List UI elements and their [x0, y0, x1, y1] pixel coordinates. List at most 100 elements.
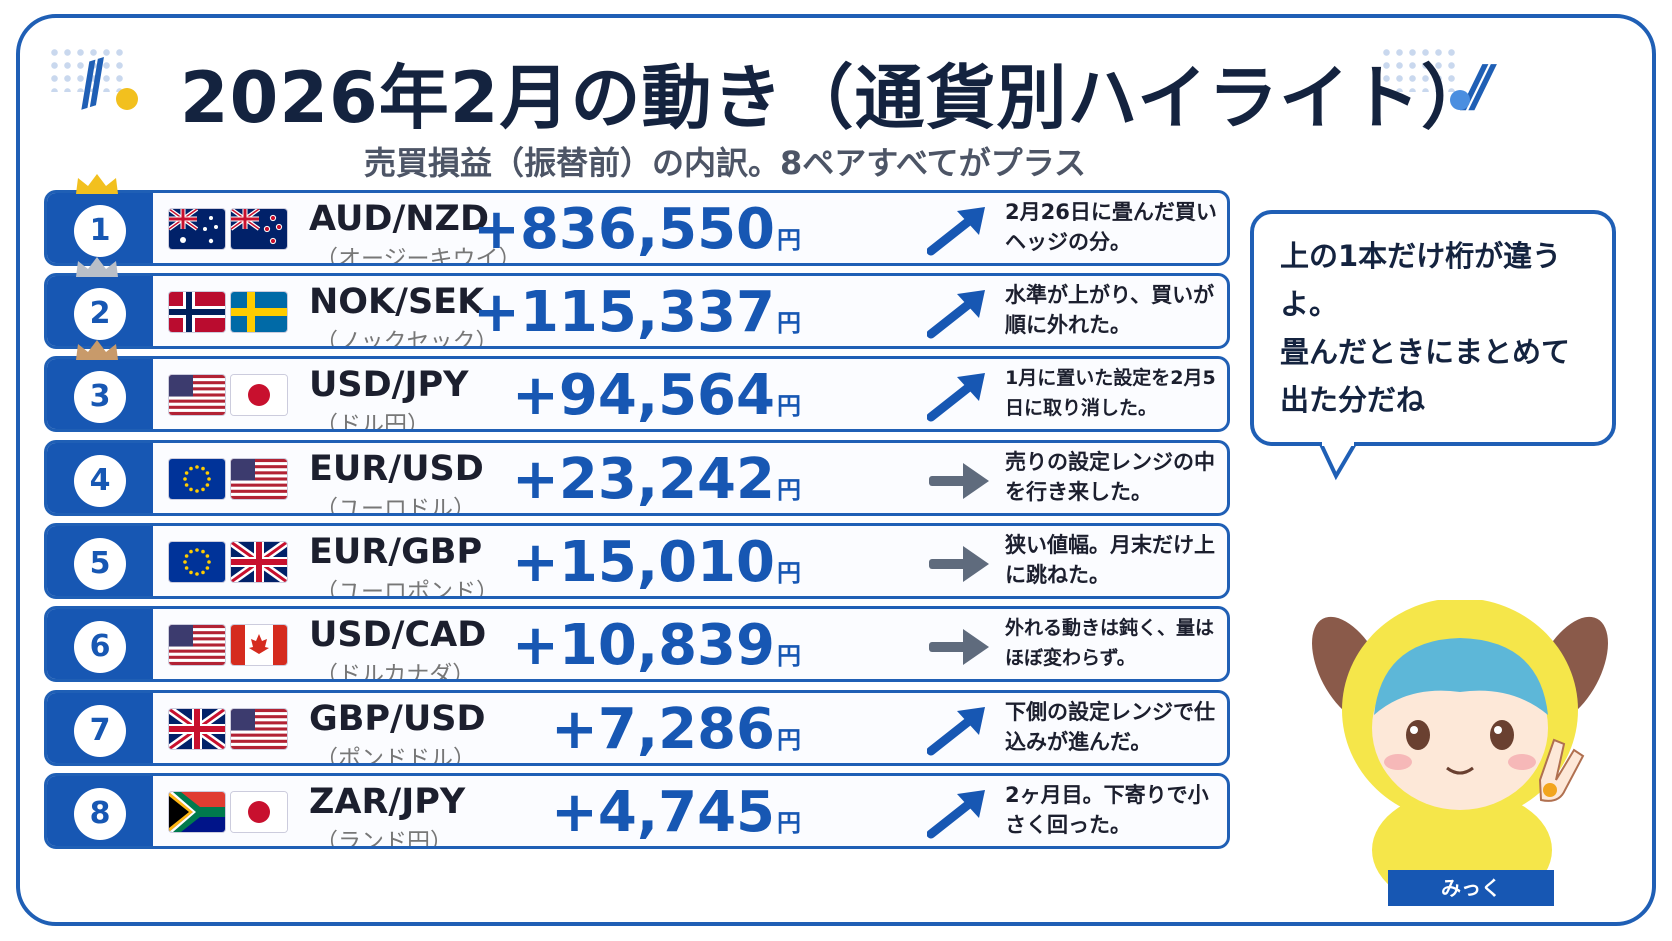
blue-dot-decoration — [1450, 90, 1470, 110]
currency-pair: EUR/GBP — [309, 532, 483, 572]
ranking-card: 1 AUD/NZD （オージーキウイ） +836,550円 2月26日に畳んだ買… — [44, 190, 1230, 266]
ranking-row: 6 USD/CAD （ドルカナダ） +10,839円 外れる動きは鈍く、量はほぼ… — [44, 606, 1230, 682]
flag-eu-icon — [169, 459, 225, 499]
ranking-row: 7 GBP/USD （ポンドドル） +7,286円 下側の設定レンジで仕込みが進… — [44, 690, 1230, 766]
yen-unit: 円 — [777, 309, 801, 337]
profit-amount: +10,839円 — [511, 613, 801, 679]
flag-pair — [169, 625, 287, 665]
yen-unit: 円 — [777, 642, 801, 670]
yen-unit: 円 — [777, 476, 801, 504]
page-title: 2026年2月の動き（通貨別ハイライト） — [179, 57, 1493, 139]
currency-pair: EUR/USD — [309, 449, 484, 489]
row-note: 2ヶ月目。下寄りで小さく回った。 — [1005, 783, 1209, 837]
row-note: 水準が上がり、買いが順に外れた。 — [1005, 283, 1215, 337]
rank-number: 8 — [74, 788, 126, 840]
ranking-card: 3 USD/JPY （ドル円） +94,564円 1月に置いた設定を2月5日に取… — [44, 356, 1230, 432]
speech-bubble: 上の1本だけ桁が違うよ。 畳んだときにまとめて出た分だね — [1250, 210, 1616, 446]
flag-us-icon — [169, 625, 225, 665]
rank-number: 4 — [74, 455, 126, 507]
rank-number: 5 — [74, 538, 126, 590]
profit-value: +7,286 — [550, 697, 775, 762]
rank-number: 1 — [74, 205, 126, 257]
arrow-up-right-icon — [927, 790, 985, 839]
mascot-illustration — [1312, 600, 1608, 900]
arrow-up-right-icon — [927, 373, 985, 422]
row-note: 外れる動きは鈍く、量はほぼ変わらず。 — [1005, 617, 1215, 669]
currency-pair: GBP/USD — [309, 699, 486, 739]
profit-amount: +836,550円 — [473, 197, 801, 263]
profit-value: +836,550 — [473, 197, 775, 262]
ranking-card: 7 GBP/USD （ポンドドル） +7,286円 下側の設定レンジで仕込みが進… — [44, 690, 1230, 766]
row-note: 2月26日に畳んだ買いヘッジの分。 — [1005, 200, 1217, 254]
flag-pair — [169, 459, 287, 499]
currency-pair: NOK/SEK — [309, 282, 485, 322]
yen-unit: 円 — [777, 809, 801, 837]
row-note: 下側の設定レンジで仕込みが進んだ。 — [1005, 700, 1215, 754]
currency-pair-reading: （ドル円） — [315, 412, 430, 432]
flag-no-icon — [169, 292, 225, 332]
flag-pair — [169, 709, 287, 749]
yellow-dot-decoration — [116, 88, 138, 110]
yen-unit: 円 — [777, 559, 801, 587]
page-subtitle: 売買損益（振替前）の内訳。8ペアすべてがプラス — [363, 144, 1087, 182]
profit-amount: +15,010円 — [511, 530, 801, 596]
mascot-name-plate: みっく — [1388, 870, 1554, 906]
ranking-row: 3 USD/JPY （ドル円） +94,564円 1月に置いた設定を2月5日に取… — [44, 340, 1230, 432]
currency-pair-reading: （ランド円） — [315, 829, 453, 849]
profit-value: +4,745 — [550, 780, 775, 845]
dot-pattern-right — [1380, 46, 1460, 92]
currency-pair-reading: （ドルカナダ） — [315, 662, 476, 682]
flag-eu-icon — [169, 542, 225, 582]
currency-pair: USD/JPY — [309, 365, 469, 405]
flag-ca-icon — [231, 625, 287, 665]
currency-pair-reading: （ポンドドル） — [315, 746, 476, 766]
ranking-card: 4 EUR/USD （ユーロドル） +23,242円 売りの設定レンジの中を行き… — [44, 440, 1230, 516]
speech-bubble-tail — [1318, 442, 1358, 481]
profit-amount: +94,564円 — [511, 363, 801, 429]
ranking-row: 8 ZAR/JPY （ランド円） +4,745円 2ヶ月目。下寄りで小さく回った… — [44, 773, 1230, 849]
flag-se-icon — [231, 292, 287, 332]
profit-value: +115,337 — [473, 280, 775, 345]
row-note: 売りの設定レンジの中を行き来した。 — [1005, 450, 1215, 504]
row-note: 狭い値幅。月末だけ上に跳ねた。 — [1005, 533, 1215, 587]
yen-unit: 円 — [777, 226, 801, 254]
ranking-row: 1 AUD/NZD （オージーキウイ） +836,550円 2月26日に畳んだ買… — [44, 174, 1230, 266]
ranking-row: 2 NOK/SEK （ノックセック） +115,337円 水準が上がり、買いが順… — [44, 257, 1230, 349]
currency-pair-reading: （ユーロドル） — [315, 496, 476, 516]
ranking-row: 4 EUR/USD （ユーロドル） +23,242円 売りの設定レンジの中を行き… — [44, 440, 1230, 516]
profit-amount: +115,337円 — [473, 280, 801, 346]
arrow-up-right-icon — [927, 207, 985, 256]
arrow-up-right-icon — [927, 707, 985, 756]
flag-pair — [169, 375, 287, 415]
crown-icon — [76, 257, 118, 277]
ranking-row: 5 EUR/GBP （ユーロポンド） +15,010円 狭い値幅。月末だけ上に跳… — [44, 523, 1230, 599]
currency-pair-reading: （ノックセック） — [315, 329, 499, 349]
profit-amount: +23,242円 — [511, 447, 801, 513]
arrow-right-icon — [929, 546, 989, 582]
currency-pair: AUD/NZD — [309, 199, 489, 239]
profit-value: +15,010 — [511, 530, 775, 595]
flag-au-icon — [169, 209, 225, 249]
profit-value: +94,564 — [511, 363, 775, 428]
rank-number: 7 — [74, 705, 126, 757]
flag-pair — [169, 209, 287, 249]
arrow-right-icon — [929, 629, 989, 665]
profit-value: +23,242 — [511, 447, 775, 512]
profit-amount: +4,745円 — [550, 780, 801, 846]
rank-number: 2 — [74, 288, 126, 340]
arrow-up-right-icon — [927, 290, 985, 339]
currency-pair-reading: （ユーロポンド） — [315, 579, 499, 599]
ranking-card: 2 NOK/SEK （ノックセック） +115,337円 水準が上がり、買いが順… — [44, 273, 1230, 349]
currency-pair: ZAR/JPY — [309, 782, 466, 822]
rank-number: 6 — [74, 621, 126, 673]
flag-pair — [169, 292, 287, 332]
flag-gb-icon — [169, 709, 225, 749]
crown-icon — [76, 340, 118, 360]
flag-us-icon — [169, 375, 225, 415]
flag-us-icon — [231, 459, 287, 499]
crown-icon — [76, 174, 118, 194]
flag-gb-icon — [231, 542, 287, 582]
ranking-card: 6 USD/CAD （ドルカナダ） +10,839円 外れる動きは鈍く、量はほぼ… — [44, 606, 1230, 682]
profit-value: +10,839 — [511, 613, 775, 678]
flag-nz-icon — [231, 209, 287, 249]
